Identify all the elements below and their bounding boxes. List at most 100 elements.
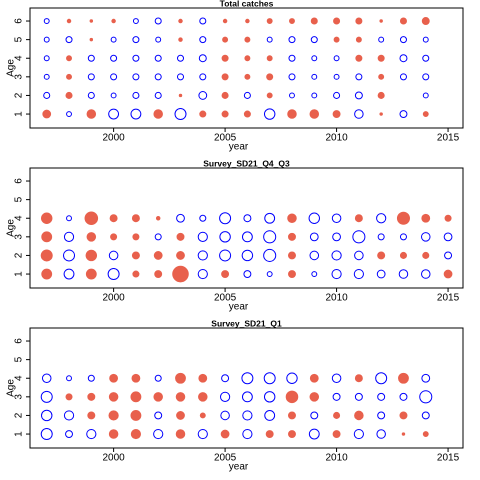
bubble — [41, 373, 52, 383]
bubble — [308, 212, 320, 224]
bubble — [155, 36, 162, 43]
bubble — [178, 18, 183, 24]
bubble — [221, 91, 229, 99]
bubble — [87, 374, 95, 382]
bubble — [288, 73, 296, 81]
bubble — [86, 232, 97, 242]
bubble — [333, 55, 340, 62]
bubble — [399, 411, 408, 420]
bubble — [419, 390, 433, 404]
x-axis-label: year — [229, 302, 249, 313]
bubble — [132, 18, 139, 24]
bubble — [198, 91, 208, 100]
bubble — [422, 431, 429, 438]
bubble — [110, 36, 117, 43]
bubble — [333, 73, 340, 80]
bubble — [132, 73, 140, 81]
y-tick-label: 2 — [14, 252, 25, 258]
y-tick-label: 2 — [14, 92, 25, 98]
bubble — [108, 410, 119, 421]
y-tick-label: 5 — [14, 196, 25, 202]
bubble — [220, 410, 230, 421]
bubble — [174, 108, 187, 121]
bubble — [396, 211, 410, 225]
bubble — [421, 213, 431, 223]
bubble — [241, 391, 253, 403]
bubble — [376, 213, 387, 224]
bubble — [309, 109, 320, 119]
bubble — [66, 215, 72, 222]
bubble — [199, 110, 207, 118]
bubble — [309, 250, 320, 261]
bubble — [422, 92, 429, 99]
bubble — [153, 428, 164, 440]
bubble — [87, 91, 95, 99]
bubble — [311, 73, 318, 80]
bubble — [222, 18, 228, 24]
bubble — [289, 18, 295, 24]
bubble — [41, 409, 53, 422]
bubble — [221, 73, 229, 81]
bubble — [421, 411, 430, 420]
bubble — [333, 411, 341, 419]
bubble — [42, 109, 52, 119]
bubble — [354, 214, 363, 223]
bubble — [132, 91, 140, 99]
bubble — [266, 18, 273, 24]
bubble — [308, 428, 320, 440]
bubble — [243, 270, 252, 279]
bubble — [376, 429, 386, 439]
x-tick-label: 2005 — [214, 453, 237, 464]
bubble — [178, 93, 183, 98]
bubble — [399, 233, 407, 241]
bubble — [87, 392, 96, 401]
bubble — [399, 36, 407, 44]
bubble — [399, 73, 407, 81]
bubble — [422, 251, 430, 259]
bubble — [219, 212, 232, 225]
bubble — [354, 109, 364, 119]
y-axis-label: Age — [6, 59, 17, 77]
bubble — [331, 268, 342, 280]
bubble — [199, 73, 207, 81]
bubble — [243, 214, 252, 223]
y-tick-label: 3 — [14, 234, 25, 240]
bubble — [333, 36, 340, 43]
bubble — [198, 54, 207, 63]
bubble — [311, 92, 318, 99]
bubble — [222, 36, 229, 43]
bubble — [63, 249, 76, 262]
bubble — [264, 212, 276, 224]
bubble — [132, 36, 140, 44]
bubble — [378, 73, 385, 80]
bubble — [131, 251, 140, 260]
bubble — [43, 36, 50, 43]
bubble — [287, 109, 297, 119]
bubble — [263, 372, 276, 385]
bubble — [132, 270, 140, 278]
plot-frame — [29, 167, 464, 289]
bubble — [41, 268, 53, 280]
bubble — [154, 374, 162, 382]
bubble — [399, 392, 408, 401]
bubble — [198, 373, 208, 383]
bubble — [40, 428, 53, 441]
bubble — [266, 36, 273, 43]
bubble — [443, 269, 453, 279]
y-tick-label: 2 — [14, 412, 25, 418]
bubble — [331, 250, 342, 261]
bubble — [109, 373, 119, 383]
bubble — [355, 54, 363, 62]
bubble — [130, 410, 142, 421]
bubble — [244, 36, 251, 43]
y-tick-label: 3 — [14, 394, 25, 400]
bubble — [399, 110, 408, 119]
bubble — [332, 110, 341, 119]
bubble — [285, 390, 299, 404]
bubble — [219, 231, 231, 243]
bubble — [263, 108, 276, 120]
bubble — [221, 54, 229, 62]
x-tick-label: 2015 — [437, 293, 460, 304]
bubble — [244, 73, 251, 80]
